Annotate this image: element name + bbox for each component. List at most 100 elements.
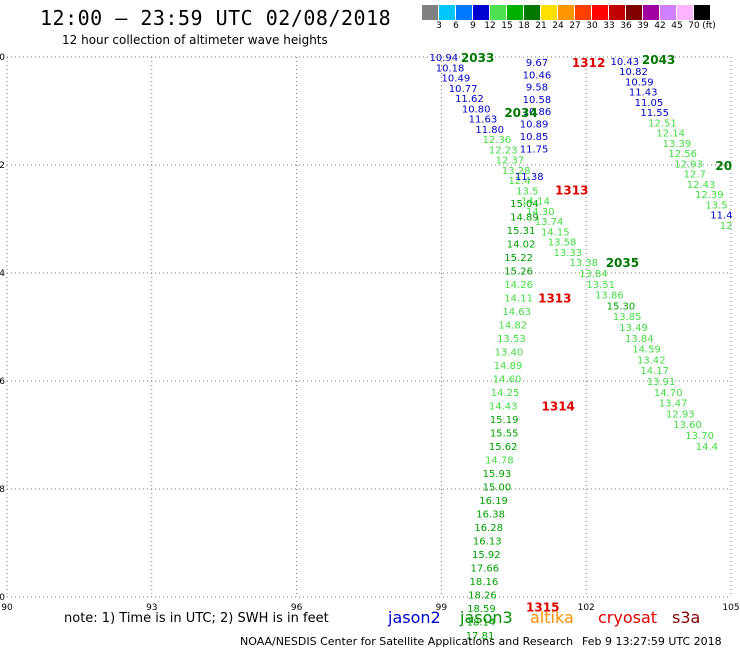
wave-height-value: 10.49 bbox=[442, 74, 471, 85]
colorbar-swatch bbox=[456, 5, 473, 20]
lon-tick-label: 102 bbox=[578, 603, 595, 613]
wave-height-value: 14.4 bbox=[696, 442, 718, 453]
pass-time-label: 1312 bbox=[572, 56, 605, 70]
lat-tick-label: -48 bbox=[0, 485, 5, 495]
legend-altika: altika bbox=[530, 608, 574, 627]
wave-height-value: 13.28 bbox=[502, 166, 531, 177]
wave-height-value: 14.82 bbox=[499, 320, 528, 331]
colorbar-swatch bbox=[609, 5, 626, 20]
colorbar-label: 18 bbox=[518, 21, 530, 31]
wave-height-value: 18.59 bbox=[467, 604, 496, 615]
wave-height-value: 15.19 bbox=[490, 415, 519, 426]
wave-height-value: 11.4 bbox=[710, 211, 732, 222]
pass-time-label: 2043 bbox=[642, 53, 675, 67]
wave-height-value: 13.60 bbox=[673, 420, 702, 431]
footer-timestamp: Feb 9 13:27:59 UTC 2018 bbox=[582, 635, 722, 648]
pass-time-label: 2033 bbox=[461, 51, 494, 65]
wave-height-value: 14.15 bbox=[541, 227, 570, 238]
wave-height-value: 13.84 bbox=[625, 334, 654, 345]
wave-height-value: 18.14 bbox=[467, 617, 496, 628]
wave-height-value: 10.86 bbox=[523, 107, 552, 118]
pass-time-label: 1315 bbox=[526, 601, 559, 615]
wave-height-value: 17.81 bbox=[466, 631, 495, 642]
colorbar-swatch bbox=[524, 5, 541, 20]
wave-height-value: 14.17 bbox=[640, 366, 669, 377]
colorbar-label: 15 bbox=[501, 21, 513, 31]
wave-height-value: 13.58 bbox=[548, 238, 577, 249]
wave-height-value: 13.53 bbox=[497, 334, 526, 345]
page-title: 12:00 — 23:59 UTC 02/08/2018 bbox=[40, 6, 392, 30]
wave-height-value: 12.43 bbox=[687, 180, 716, 191]
colorbar-label: 6 bbox=[453, 21, 459, 31]
wave-height-value: 13.47 bbox=[659, 399, 688, 410]
lat-tick-label: -50 bbox=[0, 593, 5, 603]
pass-time-label: 1314 bbox=[542, 399, 575, 413]
wave-height-value: 10.94 bbox=[429, 53, 458, 64]
wave-height-value: 13.74 bbox=[535, 217, 564, 228]
wave-height-value: 11.43 bbox=[629, 88, 658, 99]
wave-height-value: 16.19 bbox=[479, 496, 508, 507]
colorbar-swatch bbox=[507, 5, 524, 20]
footnote: note: 1) Time is in UTC; 2) SWH is in fe… bbox=[64, 611, 329, 626]
colorbar-label: 45 bbox=[671, 21, 683, 31]
pass-time-label: 20 bbox=[715, 159, 732, 173]
colorbar-swatch bbox=[422, 5, 439, 20]
colorbar-unit: (ft) bbox=[702, 21, 716, 31]
lon-tick-label: 93 bbox=[146, 603, 157, 613]
wave-height-value: 15.92 bbox=[472, 550, 501, 561]
pass-time-label: 2035 bbox=[606, 256, 639, 270]
lat-tick-label: -42 bbox=[0, 161, 5, 171]
wave-height-value: 10.59 bbox=[625, 77, 654, 88]
lon-tick-label: 99 bbox=[436, 603, 448, 613]
wave-height-value: 14.60 bbox=[493, 374, 522, 385]
wave-height-value: 14.70 bbox=[654, 388, 683, 399]
wave-height-value: 17.66 bbox=[471, 563, 500, 574]
wave-height-value: 12.56 bbox=[668, 149, 697, 160]
wave-height-value: 13.42 bbox=[637, 355, 666, 366]
wave-height-value: 13.49 bbox=[619, 323, 648, 334]
wave-height-value: 14.43 bbox=[489, 401, 518, 412]
wave-height-value: 14.25 bbox=[491, 388, 520, 399]
wave-height-value: 9.67 bbox=[526, 58, 548, 69]
pass-time-label: 1313 bbox=[538, 291, 571, 305]
colorbar-label: 12 bbox=[484, 21, 496, 31]
wave-height-value: 14.14 bbox=[521, 197, 550, 208]
lat-tick-label: -44 bbox=[0, 269, 5, 279]
legend-jason3: jason3 bbox=[460, 608, 513, 627]
wave-height-value: 13.91 bbox=[647, 377, 676, 388]
wave-height-value: 10.43 bbox=[610, 57, 639, 68]
lat-tick-label: -40 bbox=[0, 53, 5, 63]
wave-height-value: 16.38 bbox=[476, 509, 505, 520]
colorbar-label: 3 bbox=[436, 21, 442, 31]
wave-height-value: 15.31 bbox=[507, 226, 536, 237]
wave-height-value: 14.63 bbox=[502, 307, 531, 318]
wave-height-value: 15.26 bbox=[504, 266, 533, 277]
colorbar-swatch bbox=[439, 5, 456, 20]
wave-height-value: 15.30 bbox=[607, 301, 636, 312]
colorbar-swatch bbox=[592, 5, 609, 20]
pass-time-label: 1313 bbox=[555, 183, 588, 197]
wave-height-value: 14.26 bbox=[504, 280, 533, 291]
wave-height-value: 13.51 bbox=[586, 280, 615, 291]
wave-height-value: 15.62 bbox=[489, 442, 518, 453]
wave-height-value: 18.16 bbox=[470, 577, 499, 588]
lon-tick-label: 90 bbox=[1, 603, 13, 613]
colorbar-swatch bbox=[575, 5, 592, 20]
wave-height-value: 14.30 bbox=[526, 207, 555, 218]
wave-height-value: 15.22 bbox=[504, 253, 533, 264]
colorbar-swatch bbox=[694, 5, 711, 20]
colorbar-swatch bbox=[558, 5, 575, 20]
wave-height-value: 12.51 bbox=[648, 118, 677, 129]
colorbar-label: 9 bbox=[470, 21, 476, 31]
lat-tick-label: -46 bbox=[0, 377, 5, 387]
wave-height-value: 12.7 bbox=[684, 170, 706, 181]
pass-time-label: 2034 bbox=[504, 106, 537, 120]
wave-height-value: 14.59 bbox=[632, 345, 661, 356]
wave-height-value: 16.28 bbox=[474, 523, 503, 534]
wave-height-value: 15.04 bbox=[510, 199, 539, 210]
wave-height-value: 11.75 bbox=[520, 144, 549, 155]
footer-credit: NOAA/NESDIS Center for Satellite Applica… bbox=[240, 635, 574, 648]
wave-height-value: 10.82 bbox=[619, 67, 648, 78]
wave-height-value: 12 bbox=[720, 221, 733, 232]
wave-height-value: 15.55 bbox=[490, 428, 519, 439]
